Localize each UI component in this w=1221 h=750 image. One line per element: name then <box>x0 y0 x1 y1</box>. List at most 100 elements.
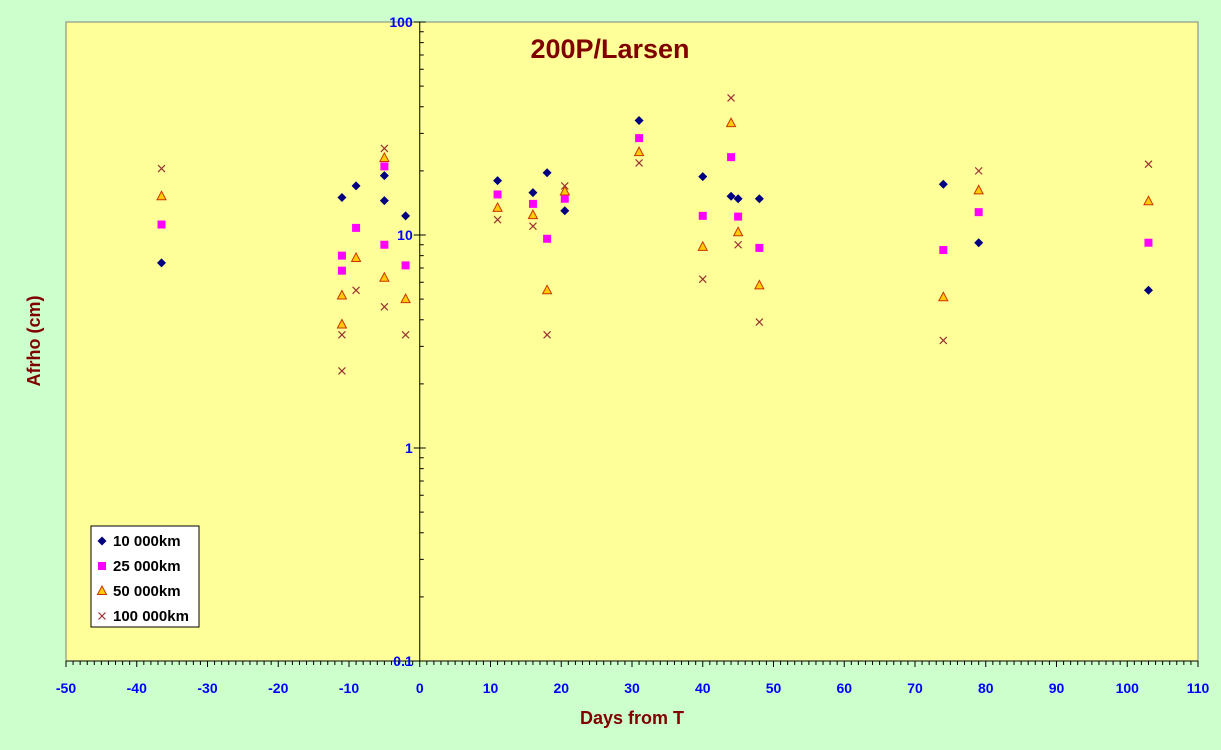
data-point <box>1143 285 1153 295</box>
data-point <box>559 185 571 196</box>
data-point <box>541 284 553 295</box>
series-1 <box>157 115 1153 295</box>
x-marker-stroke <box>1144 160 1153 169</box>
data-point <box>338 367 346 375</box>
data-point <box>939 246 948 255</box>
x-tick-label: 50 <box>766 680 782 696</box>
data-point <box>401 261 410 270</box>
data-point <box>633 146 645 157</box>
legend-label: 10 000km <box>113 533 181 550</box>
x-tick-label: 20 <box>553 680 569 696</box>
data-point <box>380 302 389 311</box>
x-marker-stroke <box>635 158 643 167</box>
data-point <box>380 144 389 153</box>
data-point <box>543 234 552 243</box>
data-point <box>529 222 537 231</box>
x-marker-stroke <box>338 367 346 375</box>
x-marker-stroke <box>529 222 537 231</box>
x-tick-label: -40 <box>127 680 147 696</box>
data-point <box>754 279 765 290</box>
data-point <box>727 94 735 102</box>
data-point <box>939 336 948 345</box>
data-point <box>560 181 569 190</box>
x-tick-label: 80 <box>978 680 994 696</box>
y-tick-label: 0.1 <box>393 653 413 669</box>
data-point <box>336 289 348 300</box>
data-point <box>733 194 743 204</box>
data-point <box>635 134 644 143</box>
x-marker-stroke <box>734 240 743 249</box>
legend-label: 50 000km <box>113 583 181 600</box>
data-point <box>351 181 361 191</box>
legend-label: 25 000km <box>113 558 181 575</box>
legend-marker <box>98 612 106 620</box>
x-marker-stroke <box>352 286 360 295</box>
data-point <box>401 211 411 221</box>
data-point <box>380 240 389 249</box>
data-point <box>698 211 707 220</box>
x-tick-label: -10 <box>339 680 359 696</box>
data-point <box>973 184 985 195</box>
x-marker-stroke <box>727 94 735 102</box>
series-2 <box>157 134 1153 275</box>
data-point <box>1144 238 1153 247</box>
data-point <box>337 192 347 202</box>
axes: -50 -40 -30 -20 -10 0 10 20 30 40 50 60 70 80 90 100 110… <box>56 14 1210 696</box>
data-point <box>350 251 362 262</box>
data-point <box>755 318 764 327</box>
y-tick-label: 1 <box>405 440 413 456</box>
plot-area <box>65 21 1199 662</box>
data-point <box>634 115 644 125</box>
data-point <box>727 153 736 162</box>
legend-label: 100 000km <box>113 608 189 625</box>
data-point <box>337 266 346 275</box>
data-point <box>938 179 948 189</box>
data-point <box>338 330 346 339</box>
x-tick-label: 110 <box>1187 680 1210 696</box>
data-point <box>379 271 390 282</box>
data-point <box>157 258 167 268</box>
x-marker-stroke <box>380 302 389 311</box>
y-axis-title: Afrho (cm) <box>24 296 44 387</box>
legend: 10 000km 25 000km 50 000km 100 000km <box>90 525 200 628</box>
x-tick-label: -20 <box>268 680 288 696</box>
data-point <box>493 176 503 186</box>
x-tick-label: 40 <box>695 680 711 696</box>
legend-marker <box>96 584 108 595</box>
x-tick-label: 100 <box>1116 680 1140 696</box>
x-marker-stroke <box>98 612 106 620</box>
data-point <box>560 206 570 216</box>
x-marker-stroke <box>493 215 502 224</box>
data-point <box>734 240 743 249</box>
legend-marker <box>97 536 107 546</box>
chart-title: 200P/Larsen <box>530 34 689 64</box>
data-point <box>380 162 389 171</box>
x-tick-label: -30 <box>197 680 217 696</box>
data-point <box>543 330 552 339</box>
data-point <box>974 166 983 175</box>
data-point <box>560 194 569 203</box>
x-marker-stroke <box>401 330 410 339</box>
x-marker-stroke <box>698 275 707 284</box>
data-point <box>974 208 983 217</box>
x-axis-title: Days from T <box>580 708 684 728</box>
x-tick-label: 30 <box>624 680 640 696</box>
x-tick-label: 10 <box>483 680 499 696</box>
x-tick-label: 60 <box>836 680 852 696</box>
data-point <box>726 191 736 201</box>
data-point <box>156 190 167 201</box>
data-point <box>157 164 166 173</box>
x-marker-stroke <box>380 144 389 153</box>
data-point <box>725 117 737 128</box>
y-tick-label: 100 <box>389 14 413 30</box>
data-point <box>379 171 389 181</box>
data-point <box>379 151 390 162</box>
data-point <box>754 194 764 204</box>
x-marker-stroke <box>338 330 346 339</box>
data-point <box>352 286 360 295</box>
data-point <box>493 190 502 199</box>
x-tick-label: 90 <box>1049 680 1065 696</box>
data-point <box>493 215 502 224</box>
data-point <box>734 212 743 221</box>
x-marker-stroke <box>543 330 552 339</box>
